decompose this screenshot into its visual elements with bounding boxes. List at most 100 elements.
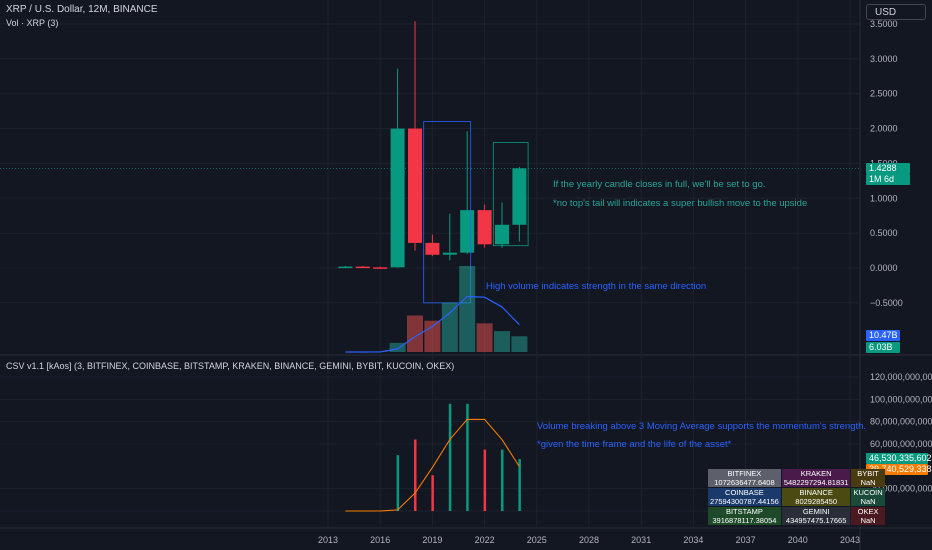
volume-bar xyxy=(441,302,458,352)
candle-body xyxy=(338,266,353,269)
time-tick-label: 2040 xyxy=(788,535,808,545)
exchange-name: BITSTAMP xyxy=(725,507,763,516)
exchange-cell-coinbase: COINBASE 27594300787.44156 xyxy=(708,488,781,506)
volume-badge: 6.03B xyxy=(866,342,900,353)
exchange-name: GEMINI xyxy=(802,507,830,516)
annotation-time-frame: *given the time frame and the life of th… xyxy=(537,439,732,450)
csv-tick-label: 80,000,000,000 xyxy=(870,417,932,427)
exchange-name: KUCOIN xyxy=(853,488,883,497)
candle-body xyxy=(477,210,492,245)
csv-volume-bars xyxy=(345,403,521,512)
time-tick-label: 2037 xyxy=(736,535,756,545)
exchange-volume-table: BITFINEX 1072636477.6408 KRAKEN 5482297294… xyxy=(707,468,886,526)
csv-ma-line xyxy=(345,418,520,512)
csv-volume-bar xyxy=(431,475,434,511)
csv-volume-bar xyxy=(396,455,400,511)
exchange-value: 3916878117.38054 xyxy=(712,516,777,525)
exchange-name: BYBIT xyxy=(857,469,879,478)
exchange-value: 1072636477.6408 xyxy=(714,478,775,487)
exchange-cell-bitstamp: BITSTAMP 3916878117.38054 xyxy=(708,507,781,525)
exchange-value: 27594300787.44156 xyxy=(710,497,779,506)
volume-bars xyxy=(345,266,528,353)
candle-body xyxy=(408,128,422,243)
candle-body xyxy=(495,224,509,245)
price-tick-label: 0.0000 xyxy=(870,263,898,273)
exchange-name: BITFINEX xyxy=(727,469,762,478)
candlestick-series xyxy=(338,21,529,304)
price-tick-label: 2.5000 xyxy=(870,89,898,99)
csv-tick-label: 60,000,000,000 xyxy=(870,439,932,449)
csv-tick-label: 20,000,000,000 xyxy=(870,484,932,494)
exchange-value: NaN xyxy=(860,516,876,525)
axis-labels: 3.50003.00002.50002.00001.50001.00000.50… xyxy=(318,19,932,545)
volume-bar xyxy=(459,266,476,352)
time-tick-label: 2025 xyxy=(527,535,547,545)
exchange-value: 434957475.17665 xyxy=(785,516,847,525)
time-tick-label: 2013 xyxy=(318,535,338,545)
exchange-cell-kucoin: KUCOIN NaN xyxy=(851,488,885,506)
csv-volume-bar xyxy=(414,439,417,511)
price-tick-label: 2.0000 xyxy=(870,124,898,134)
exchange-cell-binance: BINANCE 8029285450 xyxy=(781,488,851,506)
annotation-high-volume: High volume indicates strength in the sa… xyxy=(486,281,707,292)
volume-ma-line xyxy=(345,295,520,353)
volume-indicator-label[interactable]: Vol · XRP (3) xyxy=(6,18,59,28)
csv-tick-label: 100,000,000,000 xyxy=(870,394,932,404)
exchange-value: NaN xyxy=(860,497,876,506)
candle-body xyxy=(425,242,440,255)
candle-body xyxy=(355,266,370,269)
candle-body xyxy=(390,128,405,268)
exchange-value: 8029285450 xyxy=(795,497,838,506)
pattern-box-green xyxy=(492,142,529,247)
csv-volume-bar xyxy=(466,403,469,511)
volume-bar xyxy=(424,320,441,352)
exchange-value: NaN xyxy=(860,478,876,487)
exchange-value: 5482297294.81831 xyxy=(783,478,849,487)
candle-body xyxy=(373,267,388,269)
time-tick-label: 2022 xyxy=(475,535,495,545)
csv-volume-bar xyxy=(483,449,487,511)
time-tick-label: 2031 xyxy=(631,535,651,545)
csv-volume-bar xyxy=(448,403,452,511)
exchange-cell-kraken: KRAKEN 5482297294.81831 xyxy=(781,469,851,487)
exchange-cell-bybit: BYBIT NaN xyxy=(851,469,885,487)
csv-volume-bar xyxy=(501,449,504,511)
exchange-name: KRAKEN xyxy=(800,469,832,478)
price-tick-label: 0.5000 xyxy=(870,228,898,238)
annotation-volume-breaking: Volume breaking above 3 Moving Average s… xyxy=(537,421,867,432)
price-tick-label: 1.0000 xyxy=(870,193,898,203)
last-price-badge: 1.4288 xyxy=(866,163,910,174)
volume-bar xyxy=(511,336,528,352)
volume-ma-badge: 10.47B xyxy=(866,330,900,341)
candle-body xyxy=(512,168,527,225)
symbol-title[interactable]: XRP / U.S. Dollar, 12M, BINANCE xyxy=(6,4,158,15)
annotation-yearly-close: If the yearly candle closes in full, we'… xyxy=(553,179,766,190)
csv-volume-bar xyxy=(518,459,521,511)
csv-tick-label: 120,000,000,000 xyxy=(870,372,932,382)
volume-bar xyxy=(389,342,406,352)
price-tick-label: 3.5000 xyxy=(870,19,898,29)
price-tick-label: 3.0000 xyxy=(870,54,898,64)
time-tick-label: 2034 xyxy=(683,535,703,545)
exchange-cell-gemini: GEMINI 434957475.17665 xyxy=(781,507,851,525)
time-tick-label: 2016 xyxy=(370,535,390,545)
volume-bar xyxy=(494,331,510,352)
csv-indicator-label[interactable]: CSV v1.1 [kAos] (3, BITFINEX, COINBASE, … xyxy=(6,361,455,371)
exchange-cell-bitfinex: BITFINEX 1072636477.6408 xyxy=(708,469,781,487)
countdown-badge: 1M 6d xyxy=(866,174,910,185)
exchange-name: COINBASE xyxy=(725,488,764,497)
exchange-name: OKEX xyxy=(857,507,879,516)
price-tick-label: −0.5000 xyxy=(870,298,903,308)
csv-ma-badge: 39,740,529,338 xyxy=(866,464,932,475)
time-tick-label: 2019 xyxy=(422,535,442,545)
time-tick-label: 2028 xyxy=(579,535,599,545)
csv-volume-badge: 46,530,335,602 xyxy=(866,453,932,464)
exchange-name: BINANCE xyxy=(799,488,833,497)
exchange-cell-okex: OKEX NaN xyxy=(851,507,885,525)
candle-body xyxy=(442,252,457,255)
currency-button[interactable]: USD xyxy=(866,4,926,20)
time-tick-label: 2043 xyxy=(840,535,860,545)
volume-bar xyxy=(476,323,493,352)
